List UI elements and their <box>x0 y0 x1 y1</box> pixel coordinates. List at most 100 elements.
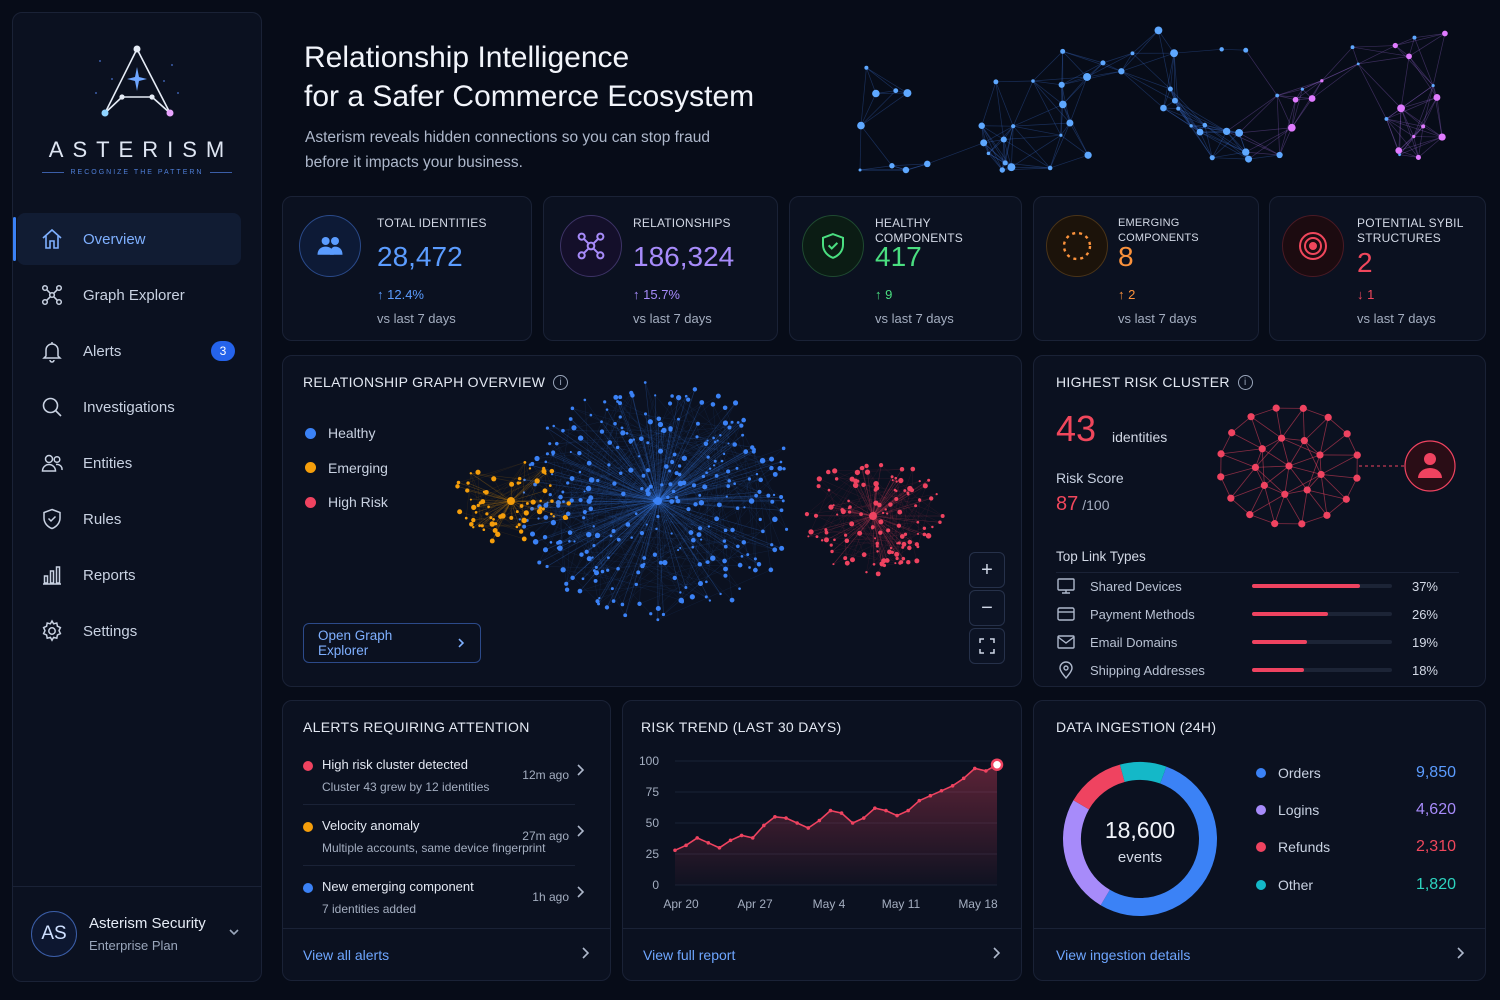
graph-node <box>661 612 666 617</box>
graph-node <box>730 420 734 424</box>
graph-node <box>656 416 662 422</box>
view-ingestion-details-link[interactable]: View ingestion details <box>1034 928 1485 980</box>
graph-node <box>824 528 828 532</box>
graph-node <box>785 527 789 531</box>
graph-node <box>591 556 594 559</box>
trend-point <box>773 815 777 819</box>
trend-latest-point[interactable] <box>990 758 1004 771</box>
graph-node <box>901 556 906 561</box>
graph-node <box>828 504 834 510</box>
sidebar-item-entities[interactable]: Entities <box>17 437 241 489</box>
kpi-delta-value: 9 <box>885 287 893 302</box>
sidebar-item-graph-explorer[interactable]: Graph Explorer <box>17 269 241 321</box>
graph-node <box>523 510 529 516</box>
graph-node <box>844 538 850 544</box>
view-all-alerts-link[interactable]: View all alerts <box>283 928 610 980</box>
graph-node <box>594 532 601 539</box>
hero-network-node <box>1300 87 1304 91</box>
graph-node <box>895 480 898 483</box>
legend-dot <box>305 462 316 474</box>
graph-node <box>889 546 893 550</box>
graph-node <box>691 545 695 549</box>
relationship-graph-visualization[interactable] <box>433 376 953 666</box>
sidebar-item-reports[interactable]: Reports <box>17 549 241 601</box>
graph-node <box>634 512 638 516</box>
graph-node <box>534 455 540 462</box>
graph-node <box>668 427 673 432</box>
alert-title: Velocity anomaly <box>322 818 420 833</box>
legend-label: High Risk <box>328 494 388 511</box>
graph-node <box>877 502 882 508</box>
risk-trend-chart[interactable]: 100 75 50 25 0 Apr 20 Apr 27 May 4 May 11 May 18 <box>623 746 1021 921</box>
y-tick-label: 100 <box>639 754 659 768</box>
donut-slice-other[interactable] <box>1060 759 1220 919</box>
trend-point <box>673 848 677 853</box>
open-graph-explorer-button[interactable]: Open Graph Explorer <box>303 623 481 663</box>
ingestion-row-other: Other 1,820 <box>1256 875 1456 895</box>
graph-node <box>482 490 486 494</box>
view-full-report-link[interactable]: View full report <box>623 928 1021 980</box>
alert-item-new-emerging-component[interactable]: New emerging component 7 identities adde… <box>303 879 599 919</box>
graph-node <box>616 566 620 571</box>
info-icon[interactable]: i <box>553 374 569 390</box>
graph-node <box>582 516 586 520</box>
hero-network-node <box>1189 124 1193 128</box>
graph-node <box>634 582 638 587</box>
graph-node <box>489 516 493 520</box>
hero-network-node <box>889 163 895 169</box>
card-title: RISK TREND (LAST 30 DAYS) <box>641 719 841 735</box>
risk-cluster-node <box>1299 404 1307 412</box>
graph-node <box>864 463 869 469</box>
graph-node <box>766 493 771 498</box>
graph-node <box>568 417 573 421</box>
hero-network-node <box>1154 26 1163 35</box>
user-plan: Enterprise Plan <box>89 938 178 953</box>
graph-node <box>808 529 814 535</box>
hero-network-node <box>924 160 931 168</box>
alert-item-high-risk-cluster[interactable]: High risk cluster detected Cluster 43 gr… <box>303 757 599 797</box>
sidebar-item-alerts[interactable]: Alerts 3 <box>17 325 241 377</box>
hero-network-node <box>1219 47 1224 52</box>
user-account-menu[interactable]: AS Asterism Security Enterprise Plan <box>13 886 261 981</box>
fullscreen-button[interactable] <box>969 628 1005 664</box>
graph-node <box>688 530 694 535</box>
kpi-card-healthy-components[interactable]: HEALTHY COMPONENTS 417 ↑ 9 vs last 7 day… <box>789 196 1022 341</box>
graph-node <box>899 560 904 565</box>
kpi-comparison: vs last 7 days <box>1118 311 1197 326</box>
hero-network-node <box>1059 100 1067 109</box>
sidebar-item-investigations[interactable]: Investigations <box>17 381 241 433</box>
sidebar-item-settings[interactable]: Settings <box>17 605 241 657</box>
ingestion-donut-chart[interactable] <box>1060 759 1220 919</box>
hero-network-node <box>1392 42 1398 49</box>
graph-node <box>654 394 657 397</box>
sidebar-item-rules[interactable]: Rules <box>17 493 241 545</box>
graph-node <box>751 449 756 454</box>
kpi-card-relationships[interactable]: RELATIONSHIPS 186,324 ↑ 15.7% vs last 7 … <box>543 196 778 341</box>
brand-logo[interactable]: ASTERISM RECOGNIZE THE PATTERN <box>13 41 261 176</box>
donut-slice-logins[interactable] <box>1060 759 1220 919</box>
graph-node <box>820 539 824 542</box>
hero-network-node <box>1000 136 1007 143</box>
graph-node <box>684 394 688 398</box>
zoom-out-button[interactable]: − <box>969 590 1005 626</box>
info-icon[interactable]: i <box>1237 374 1253 390</box>
graph-cluster-center <box>507 497 515 505</box>
chevron-down-icon[interactable] <box>227 925 241 944</box>
kpi-card-potential-sybil-structures[interactable]: POTENTIAL SYBIL STRUCTURES 2 ↓ 1 vs last… <box>1269 196 1486 341</box>
graph-node <box>894 496 899 502</box>
graph-node <box>616 400 619 403</box>
zoom-in-button[interactable]: + <box>969 552 1005 588</box>
link-type-name: Shared Devices <box>1090 578 1182 594</box>
graph-node <box>561 428 565 433</box>
hero-network-node <box>1058 81 1065 88</box>
alert-item-velocity-anomaly[interactable]: Velocity anomaly Multiple accounts, same… <box>303 818 599 858</box>
y-tick-label: 75 <box>646 785 660 799</box>
kpi-card-emerging-components[interactable]: EMERGING COMPONENTS 8 ↑ 2 vs last 7 days <box>1033 196 1259 341</box>
kpi-card-total-identities[interactable]: TOTAL IDENTITIES 28,472 ↑ 12.4% vs last … <box>282 196 532 341</box>
graph-node <box>681 455 687 461</box>
graph-node <box>875 571 881 577</box>
sidebar-item-overview[interactable]: Overview <box>13 213 241 265</box>
graph-node <box>571 425 577 431</box>
graph-node <box>861 552 867 558</box>
hero-network-node <box>1066 119 1074 127</box>
